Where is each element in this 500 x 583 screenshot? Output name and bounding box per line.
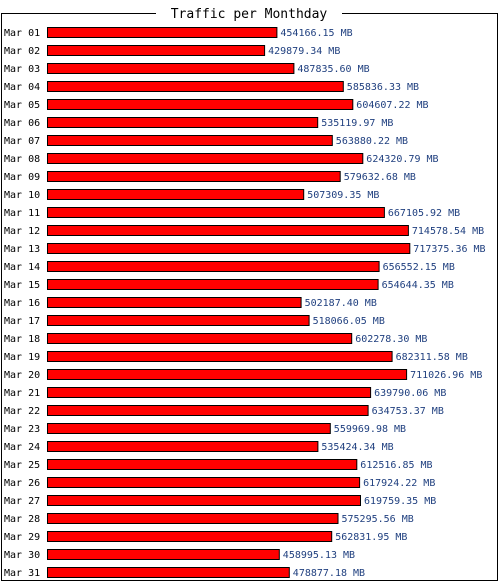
traffic-bar bbox=[47, 315, 310, 326]
day-label: Mar 24 bbox=[4, 442, 40, 453]
value-label: 634753.37 MB bbox=[372, 406, 444, 417]
day-label: Mar 10 bbox=[4, 190, 40, 201]
traffic-bar bbox=[47, 153, 364, 164]
day-label: Mar 03 bbox=[4, 64, 40, 75]
chart-title: Traffic per Monthday bbox=[171, 7, 328, 22]
value-label: 624320.79 MB bbox=[366, 154, 438, 165]
day-label: Mar 20 bbox=[4, 370, 40, 381]
day-label: Mar 27 bbox=[4, 496, 40, 507]
day-label: Mar 02 bbox=[4, 46, 40, 57]
traffic-bar bbox=[47, 423, 331, 434]
day-label: Mar 31 bbox=[4, 568, 40, 579]
title-backdrop bbox=[156, 4, 342, 22]
value-label: 579632.68 MB bbox=[344, 172, 416, 183]
traffic-bar bbox=[47, 297, 302, 308]
day-label: Mar 14 bbox=[4, 262, 40, 273]
day-label: Mar 16 bbox=[4, 298, 40, 309]
traffic-bar bbox=[47, 369, 408, 380]
day-label: Mar 26 bbox=[4, 478, 40, 489]
traffic-bar bbox=[47, 477, 361, 488]
traffic-bar bbox=[47, 441, 319, 452]
value-label: 575295.56 MB bbox=[342, 514, 414, 525]
value-label: 667105.92 MB bbox=[388, 208, 460, 219]
value-label: 454166.15 MB bbox=[280, 28, 352, 39]
day-label: Mar 06 bbox=[4, 118, 40, 129]
value-label: 487835.60 MB bbox=[297, 64, 369, 75]
traffic-bar bbox=[47, 513, 339, 524]
value-label: 429879.34 MB bbox=[268, 46, 340, 57]
value-label: 507309.35 MB bbox=[307, 190, 379, 201]
value-label: 619759.35 MB bbox=[364, 496, 436, 507]
traffic-bar bbox=[47, 189, 305, 200]
traffic-bar bbox=[47, 171, 341, 182]
day-label: Mar 09 bbox=[4, 172, 40, 183]
traffic-bar bbox=[47, 27, 278, 38]
day-label: Mar 11 bbox=[4, 208, 40, 219]
bar-group: Mar 01 454166.15 MB Mar 02 429879.34 MB Mar … bbox=[4, 27, 486, 579]
day-label: Mar 19 bbox=[4, 352, 40, 363]
day-label: Mar 28 bbox=[4, 514, 40, 525]
value-label: 585836.33 MB bbox=[347, 82, 419, 93]
day-label: Mar 23 bbox=[4, 424, 40, 435]
value-label: 717375.36 MB bbox=[413, 244, 485, 255]
traffic-bar bbox=[47, 99, 354, 110]
traffic-bar bbox=[47, 279, 379, 290]
traffic-bar bbox=[47, 81, 344, 92]
traffic-bar bbox=[47, 549, 280, 560]
traffic-bar bbox=[47, 351, 393, 362]
value-label: 502187.40 MB bbox=[305, 298, 377, 309]
traffic-bar bbox=[47, 243, 411, 254]
day-label: Mar 17 bbox=[4, 316, 40, 327]
value-label: 714578.54 MB bbox=[412, 226, 484, 237]
traffic-bar bbox=[47, 459, 358, 470]
day-label: Mar 04 bbox=[4, 82, 40, 93]
value-label: 563880.22 MB bbox=[336, 136, 408, 147]
value-label: 562831.95 MB bbox=[335, 532, 407, 543]
traffic-bar bbox=[47, 117, 319, 128]
traffic-bar bbox=[47, 495, 361, 506]
traffic-bar bbox=[47, 531, 333, 542]
day-label: Mar 08 bbox=[4, 154, 40, 165]
value-label: 639790.06 MB bbox=[374, 388, 446, 399]
value-label: 518066.05 MB bbox=[313, 316, 385, 327]
value-label: 602278.30 MB bbox=[355, 334, 427, 345]
day-label: Mar 15 bbox=[4, 280, 40, 291]
value-label: 478877.18 MB bbox=[293, 568, 365, 579]
day-label: Mar 12 bbox=[4, 226, 40, 237]
value-label: 617924.22 MB bbox=[363, 478, 435, 489]
value-label: 559969.98 MB bbox=[334, 424, 406, 435]
value-label: 656552.15 MB bbox=[383, 262, 455, 273]
day-label: Mar 13 bbox=[4, 244, 40, 255]
traffic-bar bbox=[47, 135, 333, 146]
value-label: 654644.35 MB bbox=[382, 280, 454, 291]
value-label: 682311.58 MB bbox=[396, 352, 468, 363]
value-label: 711026.96 MB bbox=[410, 370, 482, 381]
traffic-bar bbox=[47, 225, 409, 236]
value-label: 604607.22 MB bbox=[356, 100, 428, 111]
day-label: Mar 30 bbox=[4, 550, 40, 561]
value-label: 612516.85 MB bbox=[360, 460, 432, 471]
traffic-bar bbox=[47, 567, 290, 578]
traffic-bar bbox=[47, 333, 353, 344]
day-label: Mar 05 bbox=[4, 100, 40, 111]
traffic-bar bbox=[47, 207, 385, 218]
day-label: Mar 07 bbox=[4, 136, 40, 147]
traffic-bar bbox=[47, 405, 369, 416]
traffic-bar bbox=[47, 63, 295, 74]
day-label: Mar 25 bbox=[4, 460, 40, 471]
traffic-bar bbox=[47, 261, 380, 272]
traffic-bar bbox=[47, 45, 266, 56]
day-label: Mar 22 bbox=[4, 406, 40, 417]
traffic-bar bbox=[47, 387, 372, 398]
day-label: Mar 01 bbox=[4, 28, 40, 39]
day-label: Mar 29 bbox=[4, 532, 40, 543]
value-label: 535424.34 MB bbox=[321, 442, 393, 453]
value-label: 458995.13 MB bbox=[283, 550, 355, 561]
value-label: 535119.97 MB bbox=[321, 118, 393, 129]
day-label: Mar 21 bbox=[4, 388, 40, 399]
day-label: Mar 18 bbox=[4, 334, 40, 345]
